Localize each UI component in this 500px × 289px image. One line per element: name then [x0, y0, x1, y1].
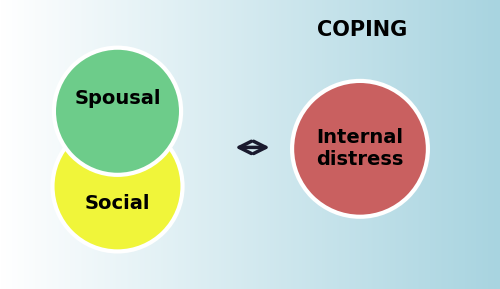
Circle shape [52, 121, 182, 251]
Text: Social: Social [85, 194, 150, 213]
Text: Spousal: Spousal [74, 89, 161, 108]
Text: Internal
distress: Internal distress [316, 128, 404, 169]
Circle shape [54, 48, 181, 175]
Circle shape [292, 81, 428, 217]
Text: COPING: COPING [318, 20, 408, 40]
